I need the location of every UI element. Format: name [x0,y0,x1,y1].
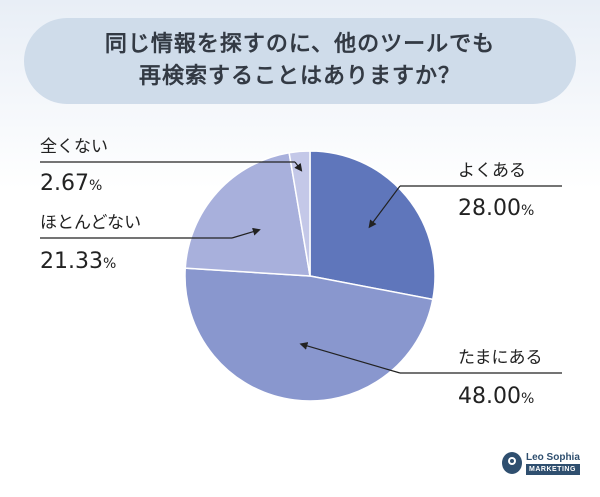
brand-logo: Leo Sophia MARKETING [502,448,588,478]
title-banner: 同じ情報を探すのに、他のツールでも 再検索することはありますか？ [24,18,576,104]
pie-slice [309,150,436,301]
leader-arrow [368,185,401,229]
slice-value-unit: % [521,203,534,219]
slice-value-number: 28.00 [458,196,521,221]
slice-value-unit: % [89,178,102,194]
slice-value-unit: % [103,256,116,272]
slice-value-number: 21.33 [40,249,103,274]
slice-label: 全くない [40,137,108,157]
slice-label: よくある [458,161,526,181]
slice-label: たまにある [458,348,543,368]
pie-slice [288,150,311,277]
title-line-1: 同じ情報を探すのに、他のツールでも [104,32,496,57]
slice-value-number: 2.67 [40,171,89,196]
slice-value-number: 48.00 [458,384,521,409]
slice-value: 28.00% [458,196,534,221]
slice-value-unit: % [521,391,534,407]
leader-arrow [294,161,303,172]
slice-value: 2.67% [40,171,102,196]
logo-icon [502,452,522,474]
pie-slice [184,151,311,277]
leader-arrow [231,227,261,239]
leader-arrow [299,342,401,374]
slice-value: 48.00% [458,384,534,409]
logo-sub: MARKETING [526,463,580,475]
slice-label: ほとんどない [40,213,141,233]
slice-value: 21.33% [40,249,116,274]
logo-name: Leo Sophia [526,451,580,463]
pie-slice [184,267,434,402]
title-line-2: 再検索することはありますか？ [138,64,461,89]
